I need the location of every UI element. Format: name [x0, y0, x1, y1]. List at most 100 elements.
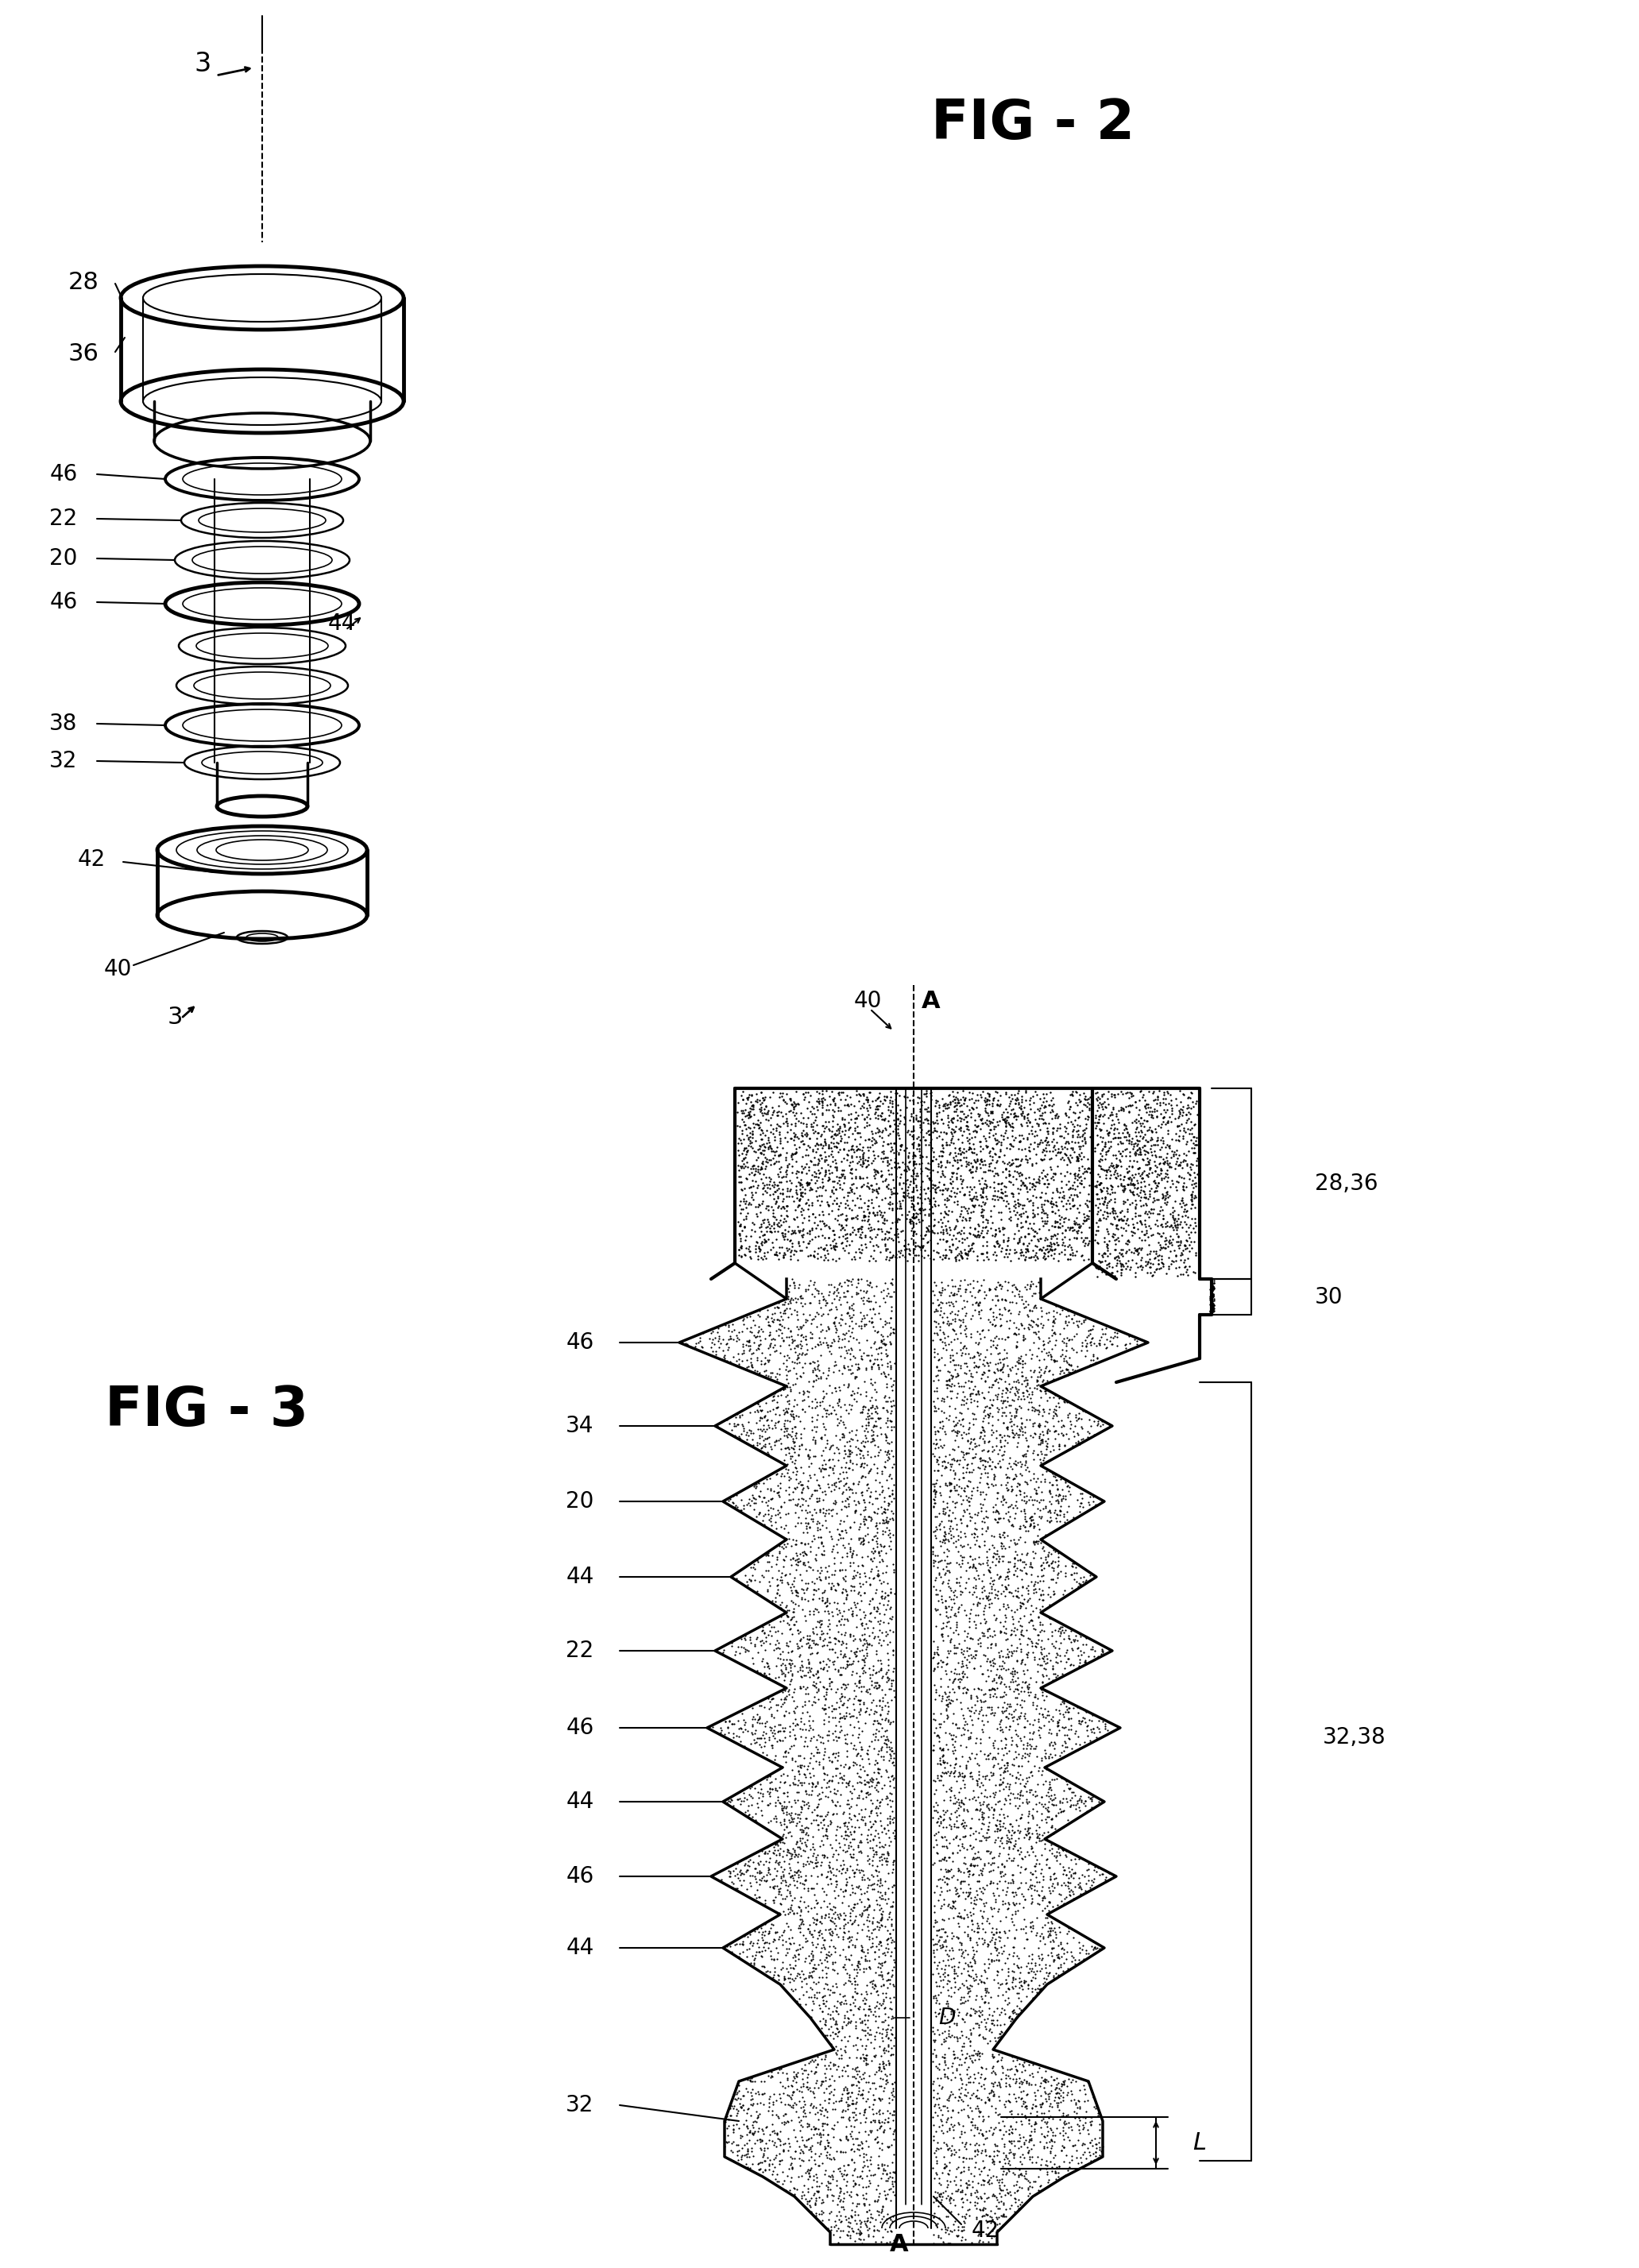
Point	[1100, 1250, 1126, 1286]
Point	[1057, 2064, 1083, 2100]
Point	[1034, 1182, 1060, 1218]
Point	[856, 1198, 882, 1234]
Point	[828, 2123, 854, 2159]
Point	[939, 1721, 965, 1758]
Point	[980, 2073, 1006, 2109]
Point	[964, 1669, 990, 1706]
Point	[997, 1084, 1023, 1120]
Point	[877, 1964, 903, 2000]
Point	[978, 1862, 1005, 1898]
Point	[877, 1116, 903, 1152]
Point	[821, 1127, 847, 1163]
Point	[1052, 1724, 1078, 1760]
Point	[842, 1418, 869, 1454]
Point	[831, 1166, 857, 1202]
Point	[987, 1134, 1013, 1170]
Point	[988, 1281, 1015, 1318]
Point	[757, 1470, 783, 1506]
Point	[928, 1456, 954, 1492]
Point	[874, 1921, 900, 1957]
Point	[1036, 2123, 1062, 2159]
Point	[847, 1683, 874, 1719]
Point	[806, 1916, 833, 1953]
Point	[1021, 1275, 1047, 1311]
Point	[1019, 1293, 1046, 1329]
Point	[808, 1846, 834, 1882]
Point	[785, 1506, 811, 1542]
Point	[882, 1204, 908, 1241]
Point	[1041, 2062, 1067, 2098]
Point	[921, 1173, 947, 1209]
Point	[759, 1134, 785, 1170]
Point	[997, 1132, 1023, 1168]
Point	[833, 2118, 859, 2155]
Point	[862, 1989, 888, 2025]
Point	[1016, 1102, 1042, 1139]
Point	[731, 1150, 757, 1186]
Point	[846, 1431, 872, 1467]
Point	[756, 1851, 782, 1887]
Point	[980, 1177, 1006, 1213]
Point	[824, 1898, 851, 1935]
Point	[1024, 1241, 1051, 1277]
Point	[1039, 1218, 1065, 1254]
Point	[969, 2005, 995, 2041]
Point	[1044, 1225, 1070, 1261]
Point	[1100, 1120, 1126, 1157]
Point	[1054, 1801, 1080, 1837]
Point	[919, 1935, 946, 1971]
Point	[826, 1320, 852, 1356]
Point	[823, 2053, 849, 2089]
Point	[969, 1415, 995, 1452]
Point	[744, 1297, 770, 1334]
Point	[728, 1195, 754, 1232]
Point	[820, 1837, 846, 1873]
Point	[867, 1823, 893, 1860]
Point	[803, 2195, 829, 2232]
Point	[960, 1937, 987, 1973]
Point	[782, 1835, 808, 1871]
Point	[921, 2023, 947, 2059]
Point	[1041, 1930, 1067, 1966]
Point	[1149, 1209, 1175, 1245]
Point	[1134, 1111, 1160, 1148]
Point	[1051, 2130, 1077, 2166]
Point	[749, 1796, 775, 1833]
Point	[780, 1084, 806, 1120]
Point	[1041, 1225, 1067, 1261]
Point	[742, 1467, 769, 1504]
Point	[1016, 1783, 1042, 1819]
Point	[770, 1175, 797, 1211]
Point	[752, 1624, 779, 1660]
Point	[834, 1647, 860, 1683]
Point	[865, 1789, 892, 1826]
Point	[813, 1948, 839, 1984]
Point	[995, 2146, 1021, 2182]
Point	[1198, 1290, 1224, 1327]
Point	[913, 1127, 939, 1163]
Point	[952, 1597, 978, 1633]
Point	[854, 1261, 880, 1297]
Point	[1172, 1186, 1198, 1222]
Point	[1070, 1393, 1096, 1429]
Point	[870, 1220, 897, 1256]
Point	[931, 1839, 957, 1876]
Point	[782, 1526, 808, 1563]
Point	[997, 2066, 1023, 2102]
Point	[962, 1687, 988, 1724]
Point	[1019, 1186, 1046, 1222]
Point	[1082, 1633, 1108, 1669]
Point	[956, 1202, 982, 1238]
Point	[779, 1610, 805, 1647]
Point	[1024, 1306, 1051, 1343]
Point	[767, 1721, 793, 1758]
Point	[1033, 1349, 1059, 1386]
Point	[1059, 1556, 1085, 1592]
Point	[783, 1823, 810, 1860]
Point	[910, 1139, 936, 1175]
Point	[831, 1232, 857, 1268]
Point	[1039, 1867, 1065, 1903]
Point	[1036, 1504, 1062, 1540]
Point	[820, 1082, 846, 1118]
Point	[1074, 1867, 1100, 1903]
